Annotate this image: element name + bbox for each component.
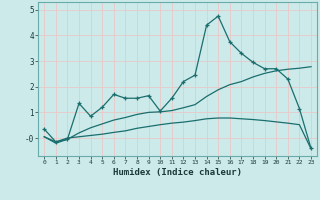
X-axis label: Humidex (Indice chaleur): Humidex (Indice chaleur) bbox=[113, 168, 242, 177]
